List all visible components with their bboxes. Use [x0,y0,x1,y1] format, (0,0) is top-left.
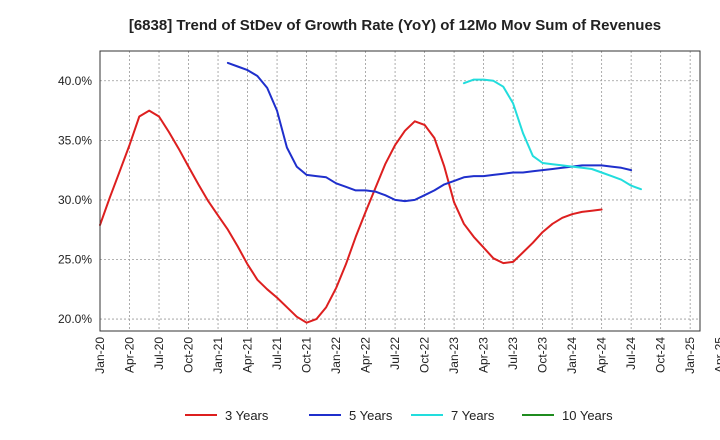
y-axis: 20.0% 25.0% 30.0% 35.0% 40.0% [58,74,92,326]
chart-title: [6838] Trend of StDev of Growth Rate (Yo… [129,17,661,34]
x-axis: Jan-20 Apr-20 Jul-20 Oct-20 Jan-21 Apr-21 Jul-… [93,337,720,374]
x-tick-label: Oct-21 [300,337,314,373]
legend-label: 10 Years [562,408,613,423]
x-tick-label: Jan-24 [565,337,579,374]
x-tick-label: Oct-22 [418,337,432,373]
x-tick-label: Apr-24 [595,337,609,373]
plot-frame [99,50,701,332]
y-tick-label: 20.0% [58,312,92,326]
x-tick-label: Jul-24 [624,337,638,370]
x-tick-label: Apr-23 [477,337,491,373]
series-line-3-years [99,109,603,324]
x-tick-label: Oct-23 [536,337,550,373]
x-tick-label: Apr-21 [241,337,255,373]
x-tick-label: Jan-20 [93,337,107,374]
x-tick-label: Apr-20 [123,337,137,373]
legend-label: 5 Years [349,408,393,423]
x-tick-label: Apr-22 [359,337,373,373]
x-tick-label: Jul-21 [270,337,284,370]
x-tick-label: Oct-24 [654,337,668,373]
legend-label: 3 Years [225,408,269,423]
series-group [99,61,642,324]
x-tick-label: Jul-20 [152,337,166,370]
y-tick-label: 35.0% [58,133,92,147]
x-tick-label: Jan-21 [211,337,225,374]
x-tick-label: Jul-23 [506,337,520,370]
y-tick-label: 40.0% [58,74,92,88]
y-tick-label: 25.0% [58,253,92,267]
series-line-7-years [462,78,642,191]
y-tick-label: 30.0% [58,193,92,207]
x-tick-label: Jan-22 [329,337,343,374]
x-tick-label: Apr-25 [713,337,720,373]
legend-label: 7 Years [451,408,495,423]
series-line-5-years [226,61,633,203]
x-tick-label: Jan-23 [447,337,461,374]
grid [100,51,700,331]
x-tick-label: Oct-20 [182,337,196,373]
x-tick-label: Jul-22 [388,337,402,370]
legend: 3 Years 5 Years 7 Years 10 Years [185,408,613,423]
x-tick-label: Jan-25 [683,337,697,374]
